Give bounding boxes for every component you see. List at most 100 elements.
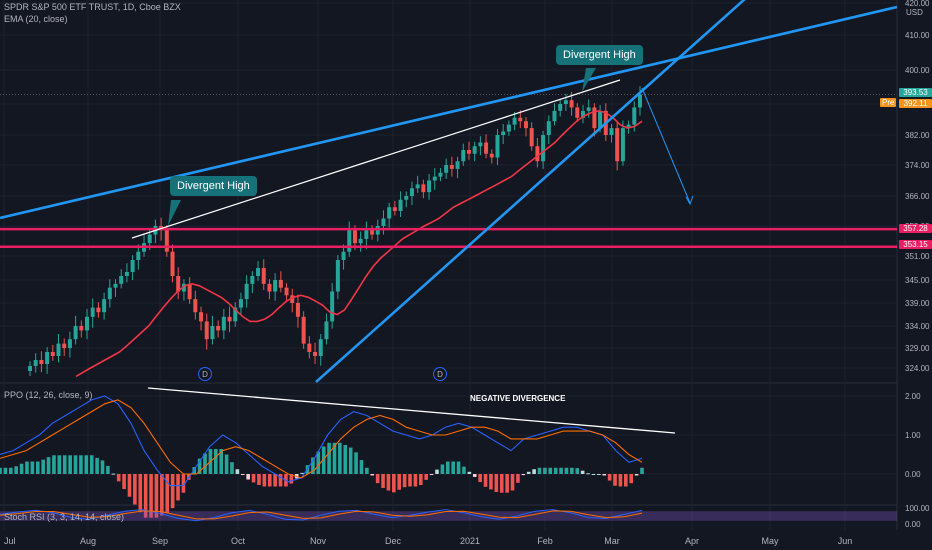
- candle-body: [193, 299, 198, 313]
- ppo-histogram-bar: [640, 467, 644, 474]
- ppo-histogram-bar: [521, 474, 526, 476]
- candle-body: [318, 339, 323, 356]
- candle-body: [392, 207, 397, 211]
- ema-line: [75, 110, 643, 378]
- ppo-histogram-bar: [505, 474, 509, 493]
- candle-body: [301, 316, 306, 344]
- stoch-d-line: [0, 510, 643, 520]
- candle-body: [484, 142, 489, 154]
- ppo-histogram-bar: [213, 449, 218, 474]
- candle-body: [387, 207, 392, 219]
- candle-body: [370, 230, 375, 235]
- candle-body: [501, 131, 506, 135]
- level-label-1: 357.28: [899, 224, 932, 233]
- candle-body: [73, 326, 78, 340]
- ppo-histogram-bar: [472, 474, 477, 477]
- candle-body: [455, 161, 460, 169]
- ppo-histogram-bar: [316, 451, 321, 474]
- stoch-rsi-pane: [0, 509, 897, 522]
- candle-body: [546, 121, 551, 135]
- candle-body: [107, 287, 112, 300]
- candle-body: [113, 283, 118, 288]
- dividend-marker: [433, 367, 447, 381]
- ppo-histogram-bar: [35, 461, 40, 474]
- ppo-histogram-bar: [359, 460, 364, 474]
- candle-body: [227, 316, 232, 322]
- ppo-histogram-bar: [613, 474, 617, 486]
- ppo-histogram-bar: [575, 468, 580, 474]
- ppo-signal-line: [0, 399, 643, 479]
- candle-body: [28, 366, 32, 371]
- ppo-histogram-bar: [143, 474, 148, 518]
- candle-body: [124, 272, 129, 276]
- candle-body: [307, 343, 312, 352]
- time-tick-label: Nov: [310, 536, 327, 546]
- price-tick-label: 345.00: [905, 276, 930, 285]
- candle-body: [569, 100, 574, 108]
- ppo-histogram-bar: [14, 466, 18, 474]
- ppo-histogram-bar: [629, 474, 634, 484]
- ppo-histogram-bar: [68, 455, 72, 474]
- ppo-histogram-bar: [408, 474, 412, 487]
- ppo-histogram-bar: [52, 455, 56, 474]
- candle-body: [552, 110, 557, 122]
- ppo-histogram-bar: [327, 442, 331, 474]
- candle-body: [632, 107, 637, 125]
- ppo-histogram-bar: [586, 473, 590, 475]
- candle-body: [181, 283, 186, 292]
- candle-body: [364, 230, 369, 239]
- candle-body: [50, 352, 55, 356]
- time-tick-label: May: [761, 536, 779, 546]
- candle-body: [250, 276, 255, 284]
- candle-body: [638, 94, 642, 108]
- ppo-histogram-bar: [235, 469, 240, 474]
- ppo-histogram-bar: [170, 474, 175, 509]
- time-tick-label: Sep: [152, 536, 168, 546]
- time-tick-label: Feb: [537, 536, 553, 546]
- candle-body: [512, 117, 517, 125]
- ppo-histogram-bar: [149, 474, 153, 518]
- ppo-histogram-bar: [267, 474, 272, 487]
- ppo-histogram-bar: [73, 455, 78, 474]
- ppo-histogram-bar: [397, 474, 402, 490]
- ppo-histogram-bar: [478, 474, 482, 483]
- ppo-histogram-bar: [526, 471, 531, 474]
- candle-body: [592, 107, 597, 129]
- price-tick-label: 334.00: [905, 322, 930, 331]
- candle-body: [586, 107, 591, 111]
- time-tick-label: Jul: [4, 536, 16, 546]
- price-tick-label: 420.00: [905, 0, 930, 8]
- candle-body: [79, 326, 84, 331]
- candle-body: [518, 117, 523, 122]
- candle-body: [335, 260, 340, 292]
- candle-body: [506, 124, 511, 132]
- ppo-histogram-bar: [532, 469, 536, 474]
- ppo-histogram-bar: [46, 457, 51, 474]
- candle-body: [626, 124, 631, 129]
- price-tick-label: 374.00: [905, 161, 930, 170]
- candle-body: [620, 128, 625, 162]
- candle-body: [96, 307, 101, 313]
- ppo-histogram-bar: [127, 474, 132, 497]
- stoch-tick-label: 100.00: [905, 504, 930, 513]
- ppo-histogram-bar: [354, 452, 358, 474]
- rising-trendline: [315, 0, 746, 383]
- stoch-band: [0, 511, 897, 521]
- candle-body: [284, 287, 289, 296]
- candle-body: [449, 165, 454, 169]
- candle-body: [261, 268, 266, 284]
- level-label-2: 353.15: [899, 240, 932, 249]
- candle-body: [421, 184, 426, 193]
- time-tick-label: 2021: [460, 536, 480, 546]
- candle-body: [409, 188, 414, 196]
- candle-body: [563, 100, 568, 104]
- candle-body: [119, 276, 124, 284]
- ppo-histogram-bar: [111, 473, 116, 475]
- ppo-histogram-bar: [597, 474, 601, 475]
- ppo-histogram-bar: [564, 467, 569, 474]
- candle-body: [575, 107, 580, 118]
- candle-body: [472, 146, 477, 154]
- wedge-line: [131, 79, 621, 239]
- ppo-histogram-bar: [553, 467, 558, 474]
